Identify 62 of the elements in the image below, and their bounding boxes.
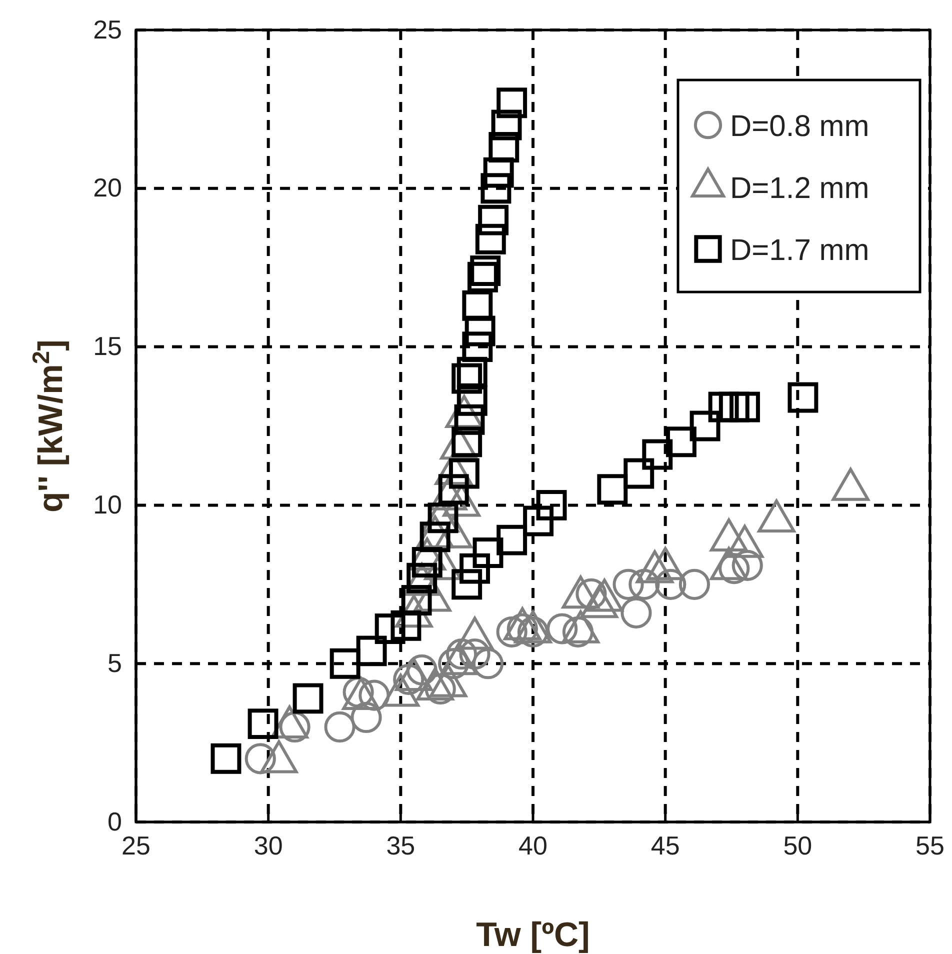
point bbox=[546, 613, 578, 644]
point bbox=[478, 204, 509, 236]
point bbox=[788, 382, 818, 413]
x-tick-label: 30 bbox=[254, 830, 283, 860]
y-tick-label: 10 bbox=[93, 490, 122, 520]
point bbox=[470, 256, 501, 286]
point bbox=[464, 316, 496, 346]
point bbox=[456, 356, 488, 388]
y-tick-label: 25 bbox=[93, 14, 122, 44]
y-tick-label: 5 bbox=[108, 648, 122, 678]
x-axis-title: Tw [ºC] bbox=[476, 916, 590, 954]
point bbox=[655, 568, 686, 600]
point bbox=[475, 224, 506, 254]
point bbox=[642, 439, 673, 470]
x-tick-label: 50 bbox=[783, 830, 812, 860]
point bbox=[536, 490, 567, 520]
point bbox=[210, 743, 242, 774]
legend-label: D=1.2 mm bbox=[730, 172, 870, 205]
point bbox=[488, 132, 520, 162]
point bbox=[628, 568, 660, 600]
y-tick-label: 20 bbox=[93, 172, 122, 203]
x-tick-label: 55 bbox=[916, 830, 944, 860]
point bbox=[350, 702, 382, 733]
x-tick-label: 35 bbox=[386, 830, 416, 860]
point bbox=[732, 550, 763, 581]
point bbox=[678, 568, 710, 600]
y-tick-label: 0 bbox=[108, 806, 122, 836]
point bbox=[480, 173, 512, 204]
legend-label: D=0.8 mm bbox=[730, 110, 870, 143]
point bbox=[612, 568, 644, 600]
x-tick-label: 45 bbox=[650, 830, 680, 860]
point bbox=[452, 426, 482, 458]
point bbox=[496, 524, 528, 556]
point bbox=[324, 711, 356, 742]
point bbox=[483, 157, 514, 188]
point bbox=[248, 708, 278, 740]
point bbox=[244, 743, 276, 774]
point bbox=[472, 648, 504, 680]
point bbox=[462, 332, 493, 362]
point bbox=[460, 553, 490, 584]
y-tick-label: 15 bbox=[93, 331, 122, 362]
point bbox=[452, 363, 482, 394]
point bbox=[666, 426, 696, 458]
point bbox=[452, 569, 482, 600]
point bbox=[597, 474, 628, 505]
point bbox=[708, 392, 739, 422]
legend-label: D=1.7 mm bbox=[730, 234, 870, 267]
point bbox=[690, 410, 720, 442]
point bbox=[356, 636, 387, 666]
point bbox=[730, 392, 760, 422]
point bbox=[624, 458, 654, 489]
point bbox=[491, 110, 522, 140]
point bbox=[330, 648, 360, 679]
point bbox=[472, 537, 504, 568]
x-tick-label: 40 bbox=[518, 830, 548, 860]
point bbox=[496, 88, 528, 118]
point bbox=[374, 614, 406, 644]
point bbox=[620, 597, 652, 628]
point bbox=[292, 683, 324, 714]
point bbox=[467, 262, 498, 292]
point bbox=[523, 506, 554, 536]
point bbox=[462, 290, 493, 321]
